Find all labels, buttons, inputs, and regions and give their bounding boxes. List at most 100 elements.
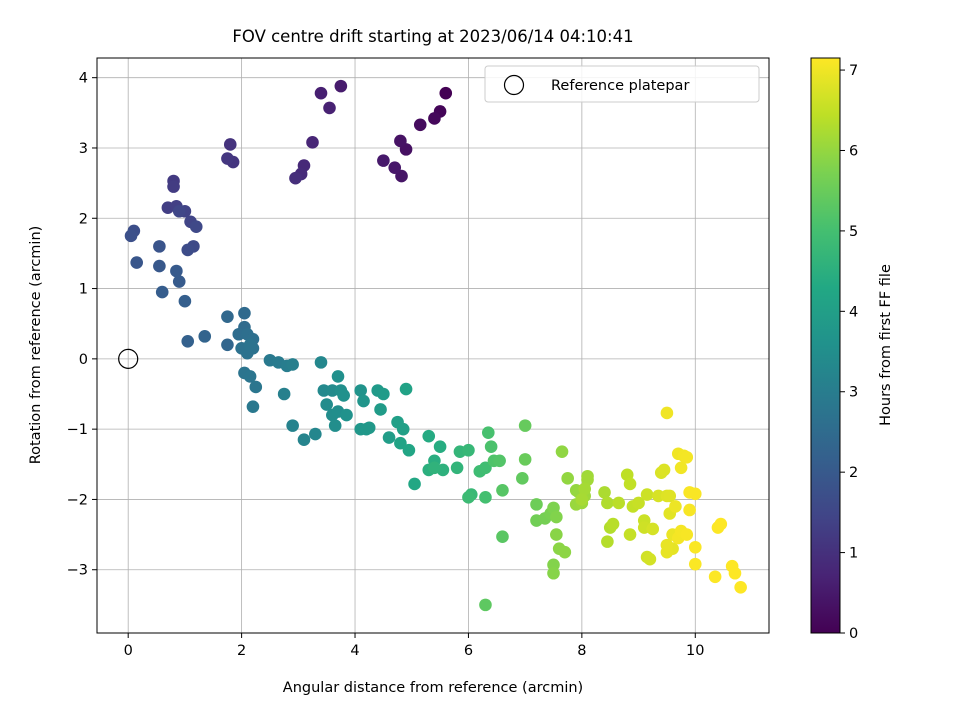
colorbar-tick-label: 4 — [849, 304, 858, 320]
data-point — [601, 535, 614, 548]
data-point — [561, 472, 574, 485]
data-point — [481, 426, 495, 439]
data-point — [496, 530, 509, 543]
data-point — [413, 118, 427, 132]
data-point — [612, 496, 626, 510]
data-point — [688, 540, 702, 554]
data-point — [357, 394, 370, 408]
data-point — [428, 461, 441, 475]
data-point — [402, 443, 416, 457]
data-point — [167, 180, 180, 193]
data-point — [178, 294, 192, 308]
data-point — [172, 204, 186, 218]
data-point — [340, 408, 353, 422]
data-point — [399, 382, 413, 396]
data-point — [155, 285, 169, 299]
data-point — [598, 486, 611, 499]
colorbar-tick-label: 1 — [849, 546, 858, 562]
y-axis-ticks: −3 −2 −1 0 1 2 3 4 — [67, 71, 97, 579]
data-point — [728, 566, 742, 580]
data-point — [516, 472, 529, 485]
data-point — [286, 358, 299, 371]
colorbar-tick-label: 2 — [849, 465, 858, 481]
data-point — [395, 169, 408, 183]
data-point — [153, 259, 166, 273]
data-point — [243, 370, 257, 383]
x-tick-label: 8 — [577, 643, 586, 659]
data-point — [439, 86, 453, 100]
data-point — [306, 136, 319, 149]
reference-platepar-marker — [118, 348, 139, 369]
data-point — [578, 482, 591, 496]
y-tick-label: 4 — [79, 71, 88, 87]
legend-reference-marker-icon — [503, 74, 525, 96]
data-point — [530, 498, 543, 511]
data-point — [297, 433, 311, 446]
data-point — [223, 138, 237, 151]
legend: Reference platepar — [484, 65, 760, 103]
data-point — [277, 387, 291, 401]
data-point — [181, 243, 195, 257]
data-point — [660, 538, 674, 552]
data-point — [172, 275, 186, 288]
y-tick-label: 2 — [79, 211, 88, 227]
data-point — [688, 487, 702, 501]
data-point — [518, 453, 532, 466]
data-point — [669, 500, 682, 513]
data-point — [547, 566, 560, 580]
data-point — [450, 461, 464, 475]
data-point — [479, 491, 492, 504]
chart-title: FOV centre drift starting at 2023/06/14 … — [232, 27, 633, 46]
data-point — [714, 517, 728, 531]
data-point — [646, 522, 660, 536]
data-point — [518, 419, 532, 432]
data-point — [374, 403, 387, 416]
data-point — [462, 443, 475, 457]
data-point — [558, 545, 572, 559]
data-point — [550, 528, 563, 541]
data-point — [354, 384, 367, 397]
data-point — [632, 496, 645, 510]
data-point — [130, 256, 143, 269]
data-point — [680, 450, 694, 464]
reference-marker-layer — [118, 348, 139, 369]
data-point — [640, 488, 654, 501]
y-axis-label: Rotation from reference (arcmin) — [28, 226, 44, 465]
data-point — [550, 510, 563, 524]
data-point — [328, 419, 342, 432]
data-point — [493, 454, 506, 468]
data-point — [708, 570, 722, 584]
data-point — [238, 306, 251, 320]
data-point — [377, 387, 390, 401]
data-point — [337, 389, 350, 402]
data-point — [181, 334, 195, 348]
data-point — [734, 581, 747, 594]
data-point — [623, 477, 637, 491]
x-tick-label: 6 — [464, 643, 473, 659]
data-point — [289, 171, 302, 185]
x-tick-label: 4 — [350, 643, 359, 659]
data-point — [388, 161, 402, 174]
data-point — [314, 356, 328, 369]
data-point — [362, 421, 376, 435]
data-point — [623, 528, 637, 541]
data-point — [663, 489, 677, 503]
data-point — [479, 598, 492, 612]
data-point — [674, 461, 688, 475]
y-tick-label: −3 — [67, 563, 88, 579]
data-point — [124, 229, 138, 243]
data-point — [320, 398, 333, 411]
data-point — [422, 429, 436, 443]
colorbar-tick-label: 7 — [849, 63, 858, 79]
data-point — [221, 338, 234, 352]
data-point — [221, 152, 234, 165]
data-point — [396, 422, 410, 436]
data-point — [309, 427, 322, 441]
data-point — [575, 493, 589, 506]
data-point — [606, 517, 620, 531]
y-tick-label: 1 — [79, 282, 88, 298]
data-point — [243, 338, 257, 352]
colorbar-tick-label: 5 — [849, 224, 858, 240]
data-points — [124, 79, 747, 612]
data-point — [334, 79, 348, 93]
